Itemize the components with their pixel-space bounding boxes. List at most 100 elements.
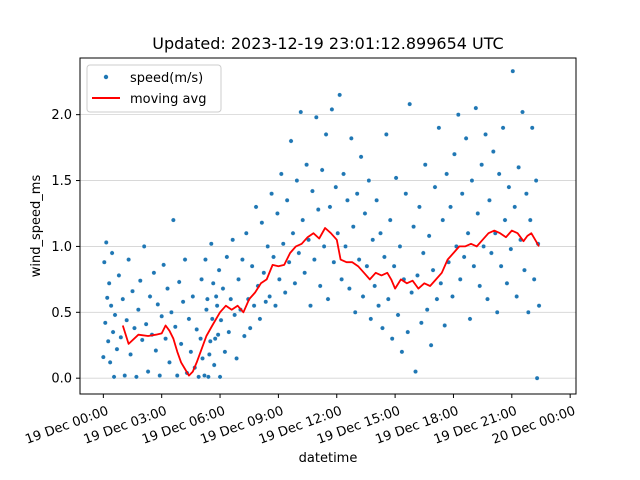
speed-point <box>278 171 284 177</box>
speed-point <box>112 312 118 318</box>
speed-point <box>440 217 446 223</box>
speed-point <box>457 276 463 282</box>
speed-point <box>455 112 461 118</box>
speed-point <box>236 276 241 282</box>
speed-point <box>200 356 205 361</box>
speed-point <box>169 309 174 315</box>
speed-point <box>190 294 196 299</box>
speed-point <box>251 303 257 309</box>
speed-point <box>522 267 527 273</box>
speed-point <box>477 283 483 289</box>
speed-point <box>483 132 488 137</box>
speed-point <box>485 296 490 302</box>
speed-point <box>132 325 137 331</box>
speed-point <box>126 257 132 262</box>
speed-point <box>397 244 403 249</box>
speed-point <box>387 217 393 223</box>
speed-point <box>411 224 416 230</box>
speed-point <box>218 317 224 323</box>
speed-point <box>376 303 381 309</box>
speed-point <box>124 317 130 323</box>
speed-point <box>350 224 356 230</box>
speed-point <box>135 307 141 313</box>
speed-point <box>271 254 276 260</box>
legend-marker-speed <box>103 74 109 80</box>
speed-point <box>331 259 337 265</box>
speed-point <box>216 267 222 273</box>
speed-point <box>481 244 487 249</box>
speed-point <box>452 151 457 157</box>
speed-point <box>275 211 280 216</box>
speed-point <box>339 276 345 282</box>
speed-point <box>424 307 430 313</box>
data-layer <box>100 68 542 381</box>
speed-point <box>463 135 469 141</box>
speed-point <box>389 336 395 342</box>
speed-point <box>143 321 149 327</box>
speed-point <box>253 204 259 210</box>
speed-point <box>263 299 269 305</box>
speed-point <box>317 283 323 289</box>
speed-point <box>422 162 428 168</box>
speed-point <box>407 101 413 107</box>
speed-point <box>308 303 313 309</box>
speed-point <box>109 250 115 256</box>
speed-point <box>430 267 436 273</box>
speed-point <box>111 374 117 380</box>
speed-point <box>498 263 504 269</box>
speed-point <box>214 303 220 309</box>
speed-point <box>366 178 372 183</box>
speed-point <box>465 230 471 236</box>
speed-point <box>286 259 292 265</box>
x-axis-title: datetime <box>299 451 358 466</box>
speed-point <box>395 312 401 318</box>
speed-point <box>358 154 364 160</box>
speed-point <box>531 276 537 282</box>
speed-point <box>393 175 399 181</box>
speed-point <box>527 217 533 223</box>
speed-point <box>368 316 374 322</box>
speed-point <box>226 329 232 335</box>
speed-point <box>370 237 376 243</box>
speed-point <box>321 244 327 249</box>
speed-point <box>383 132 389 137</box>
speed-point <box>240 257 245 262</box>
speed-point <box>345 197 350 203</box>
chart-title: Updated: 2023-12-19 23:01:12.899654 UTC <box>152 34 503 53</box>
speed-point <box>159 313 165 319</box>
speed-point <box>315 207 321 212</box>
speed-point <box>298 109 304 115</box>
speed-point <box>442 323 448 328</box>
speed-point <box>261 270 267 276</box>
speed-point <box>122 373 128 378</box>
speed-point <box>325 296 331 302</box>
speed-point <box>100 354 106 360</box>
speed-point <box>385 296 391 302</box>
speed-point <box>506 184 512 190</box>
speed-point <box>329 106 335 112</box>
speed-point <box>206 352 212 357</box>
speed-point <box>487 197 492 203</box>
speed-point <box>130 288 135 294</box>
speed-point <box>360 294 366 299</box>
speed-point <box>170 217 176 223</box>
speed-point <box>333 184 339 190</box>
speed-point <box>273 303 278 309</box>
speed-point <box>280 241 286 247</box>
speed-point <box>276 276 282 282</box>
speed-point <box>337 92 343 98</box>
speed-point <box>243 230 249 236</box>
y-tick-label: 0.5 <box>51 306 72 321</box>
speed-point <box>205 296 210 302</box>
speed-point <box>267 294 273 299</box>
speed-point <box>471 263 477 269</box>
speed-point <box>479 162 485 168</box>
speed-point <box>204 307 209 313</box>
speed-point <box>300 217 306 223</box>
speed-point <box>512 204 518 210</box>
speed-point <box>180 299 186 305</box>
legend-label-speed: speed(m/s) <box>130 71 203 86</box>
speed-point <box>467 316 473 322</box>
speed-point <box>409 290 415 295</box>
